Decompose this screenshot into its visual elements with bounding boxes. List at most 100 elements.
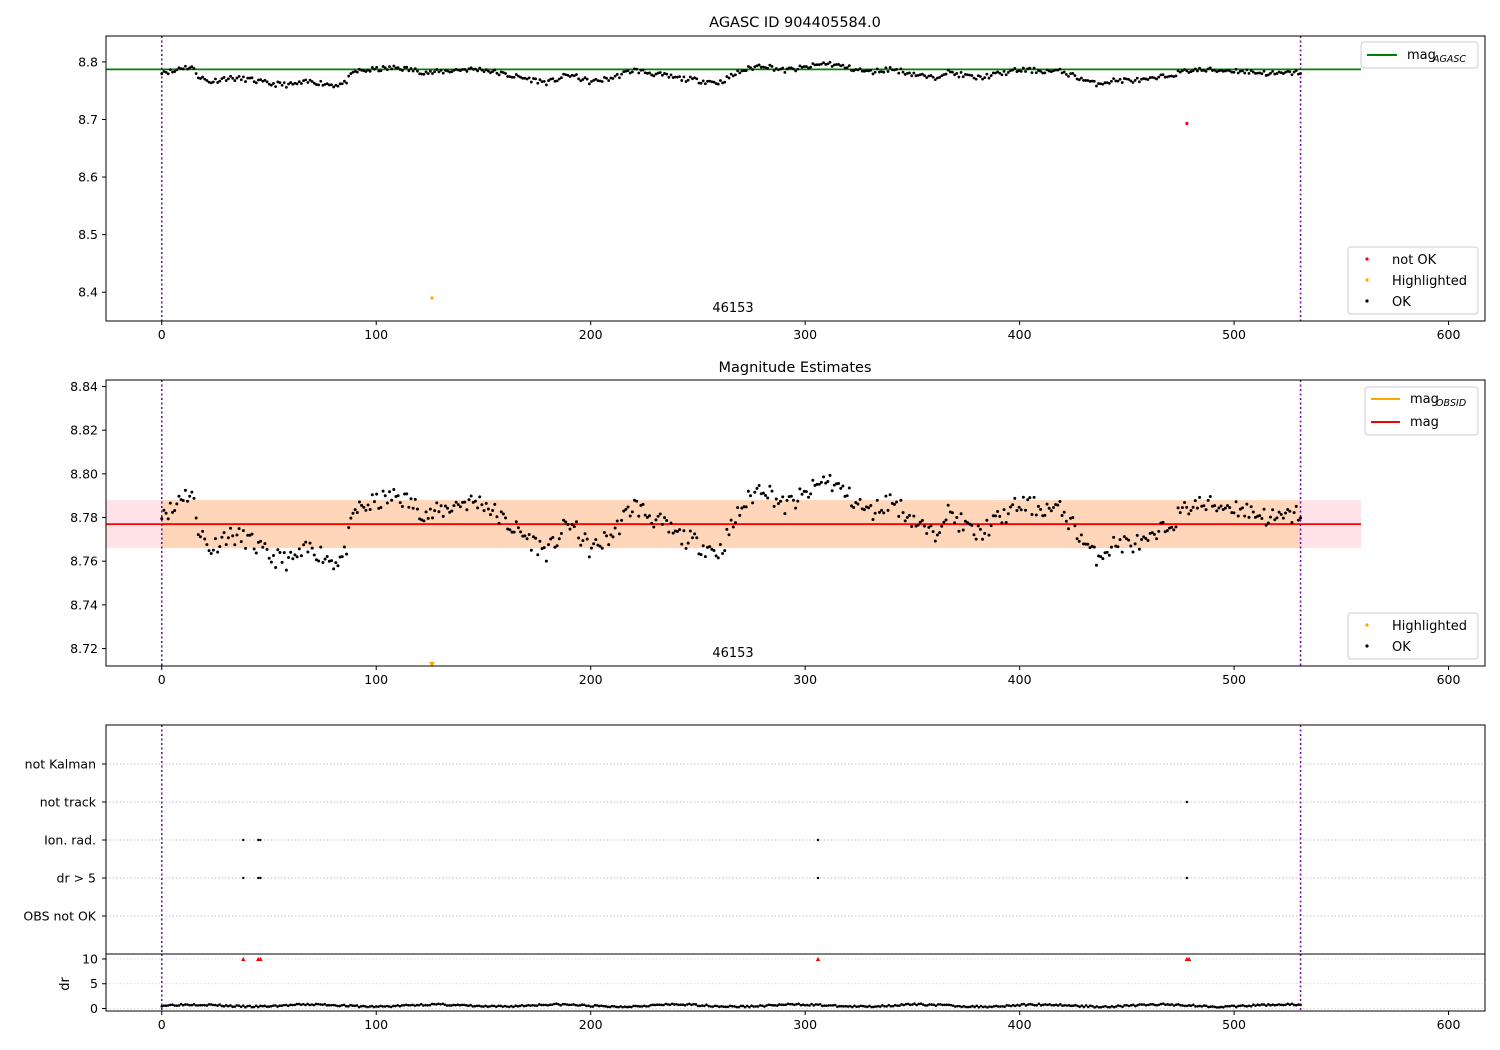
- ok-point: [740, 506, 744, 510]
- ok-point: [493, 502, 497, 506]
- ok-point: [1116, 545, 1120, 549]
- ok-point: [852, 69, 856, 73]
- dr-point: [570, 1003, 573, 1007]
- ok-point: [1047, 69, 1051, 73]
- ok-point: [1024, 70, 1027, 73]
- ok-point: [173, 70, 177, 73]
- ok-point: [1196, 69, 1199, 73]
- dr-point: [482, 1005, 485, 1008]
- ok-point: [523, 534, 527, 538]
- ok-point: [400, 504, 404, 508]
- dr-point: [434, 1003, 438, 1006]
- ok-point: [781, 66, 785, 70]
- ok-point: [888, 66, 892, 69]
- ok-point: [385, 68, 389, 71]
- ok-point: [901, 70, 905, 74]
- x-tick-label: 200: [579, 327, 603, 342]
- ok-point: [1193, 67, 1197, 71]
- dr-point: [818, 1003, 822, 1006]
- ok-point: [1056, 68, 1060, 72]
- ok-point: [405, 65, 409, 69]
- ok-point: [413, 497, 417, 501]
- dr-point: [926, 1004, 929, 1007]
- dr-point: [241, 1004, 245, 1007]
- ok-point: [736, 69, 740, 73]
- ok-point: [544, 83, 548, 87]
- ok-point: [1206, 498, 1210, 502]
- ok-point: [794, 69, 798, 73]
- ok-point: [987, 533, 991, 537]
- ok-point: [203, 537, 207, 541]
- ok-point: [697, 81, 701, 85]
- ok-point: [330, 83, 333, 87]
- dr-point: [1164, 1003, 1167, 1007]
- dr-point: [675, 1002, 678, 1006]
- dr-point: [490, 1004, 494, 1008]
- ok-point: [239, 78, 243, 82]
- ok-point: [181, 67, 185, 71]
- ok-point: [796, 499, 800, 503]
- dr-point: [250, 1005, 254, 1009]
- ok-point: [755, 486, 759, 490]
- ok-point: [222, 76, 226, 79]
- ok-point: [441, 71, 445, 75]
- ok-point: [996, 70, 999, 74]
- ok-point: [562, 72, 565, 76]
- ok-point: [742, 69, 746, 72]
- dr-point: [1269, 1004, 1272, 1007]
- ok-point: [1165, 529, 1169, 533]
- ok-point: [1178, 70, 1182, 74]
- dr-point: [805, 1003, 809, 1007]
- ok-point: [768, 63, 772, 67]
- ok-point: [162, 70, 166, 73]
- ok-point: [1238, 69, 1242, 73]
- dr-point: [855, 1005, 858, 1009]
- dr-point: [621, 1005, 625, 1009]
- ok-point: [871, 72, 875, 76]
- ok-point: [179, 67, 183, 71]
- ok-point: [531, 535, 535, 539]
- dr-point: [677, 1003, 680, 1007]
- ok-point: [798, 64, 802, 68]
- dr-point: [790, 1002, 794, 1006]
- agasc-plot-area: 8.48.58.68.78.80 100 200 300 400 500 600: [78, 36, 1461, 342]
- dr-point: [808, 1004, 811, 1007]
- dr-point: [1031, 1003, 1034, 1006]
- ok-point: [439, 68, 443, 72]
- dr-point: [992, 1005, 996, 1008]
- ok-point: [308, 78, 312, 82]
- ok-point: [927, 74, 931, 78]
- ok-point: [1296, 518, 1300, 522]
- ok-point: [746, 489, 750, 493]
- dr-point: [1204, 1004, 1208, 1008]
- dr-point: [344, 1004, 348, 1008]
- ok-point: [551, 77, 555, 81]
- ok-point: [304, 78, 308, 82]
- dr-point: [606, 1005, 610, 1009]
- ok-point: [716, 82, 720, 86]
- ok-point: [525, 537, 529, 541]
- ok-point: [1180, 506, 1184, 510]
- ok-point: [933, 78, 937, 82]
- ok-point: [1030, 513, 1034, 517]
- ok-point: [714, 82, 718, 85]
- ok-point: [946, 68, 950, 72]
- ok-point: [456, 503, 460, 507]
- ok-point: [708, 545, 712, 549]
- dr-point: [636, 1004, 640, 1008]
- ok-point: [368, 508, 372, 512]
- dr-point: [1119, 1004, 1122, 1008]
- dr-point: [1194, 1005, 1197, 1008]
- ok-point: [302, 79, 305, 83]
- ok-point: [854, 68, 858, 71]
- ok-point: [214, 77, 217, 81]
- dr-point: [977, 1006, 981, 1009]
- ok-point: [725, 527, 729, 531]
- dr-point: [874, 1005, 878, 1008]
- ok-point: [740, 69, 744, 73]
- ok-point: [811, 478, 815, 482]
- ok-point: [875, 498, 879, 502]
- dr-point: [771, 1004, 775, 1007]
- ok-point: [252, 547, 256, 551]
